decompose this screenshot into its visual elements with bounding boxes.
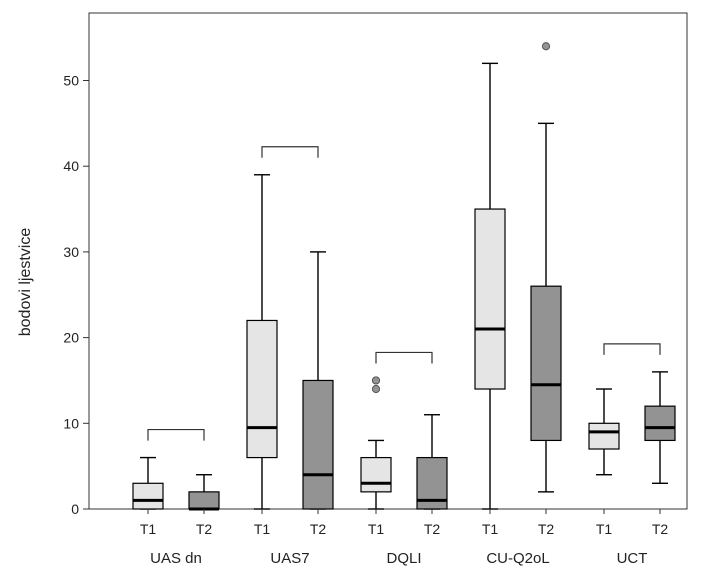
x-tick-label: T2 xyxy=(652,521,669,537)
y-tick-label: 40 xyxy=(63,158,79,174)
x-tick-label: T1 xyxy=(140,521,157,537)
group-label: UAS7 xyxy=(270,550,309,567)
iqr-box xyxy=(188,491,220,510)
outlier-point xyxy=(371,384,381,394)
box-cu-q2ol-t1 xyxy=(474,62,506,510)
box-uct-t1 xyxy=(588,388,620,476)
group-label: UCT xyxy=(617,550,648,567)
y-tick-label: 20 xyxy=(63,330,79,346)
group-label: DQLI xyxy=(386,550,421,567)
y-tick-label: 30 xyxy=(63,244,79,260)
x-tick-label: T2 xyxy=(196,521,213,537)
plot-frame xyxy=(88,12,688,510)
iqr-box xyxy=(360,456,392,493)
y-tick-label: 50 xyxy=(63,73,79,89)
outlier-point xyxy=(371,376,381,385)
plot-area xyxy=(132,42,676,511)
y-tick-label: 10 xyxy=(63,415,79,431)
iqr-box xyxy=(644,405,676,442)
box-dqli-t1 xyxy=(360,376,392,510)
box-dqli-t2 xyxy=(416,414,448,510)
x-tick-label: T2 xyxy=(424,521,441,537)
group-label: UAS dn xyxy=(150,550,202,567)
group-label: CU-Q2oL xyxy=(486,550,549,567)
comparison-bracket xyxy=(375,351,433,364)
x-tick-label: T2 xyxy=(310,521,327,537)
box-cu-q2ol-t2 xyxy=(530,42,562,493)
box-uct-t2 xyxy=(644,371,676,484)
iqr-box xyxy=(302,379,334,510)
iqr-box xyxy=(588,422,620,450)
y-tick-label: 0 xyxy=(71,501,79,517)
y-axis-label: bodovi ljestvice xyxy=(17,228,34,337)
box-uas-dn-t1 xyxy=(132,456,164,510)
iqr-box xyxy=(246,319,278,459)
comparison-bracket xyxy=(261,146,319,158)
x-tick-label: T2 xyxy=(538,521,555,537)
comparison-bracket xyxy=(147,428,205,441)
box-uas7-t1 xyxy=(246,174,278,510)
x-tick-label: T1 xyxy=(254,521,271,537)
comparison-bracket xyxy=(603,343,661,355)
x-tick-label: T1 xyxy=(596,521,613,537)
y-axis: 0 10 20 30 40 50 xyxy=(63,73,89,517)
iqr-box xyxy=(530,285,562,442)
box-uas-dn-t2 xyxy=(188,474,220,511)
iqr-box xyxy=(474,208,506,390)
x-tick-label: T1 xyxy=(368,521,385,537)
outlier-point xyxy=(541,42,551,51)
iqr-box xyxy=(132,482,164,510)
y-axis-title: bodovi ljestvice xyxy=(17,228,34,337)
x-tick-label: T1 xyxy=(482,521,499,537)
box-uas7-t2 xyxy=(302,251,334,510)
